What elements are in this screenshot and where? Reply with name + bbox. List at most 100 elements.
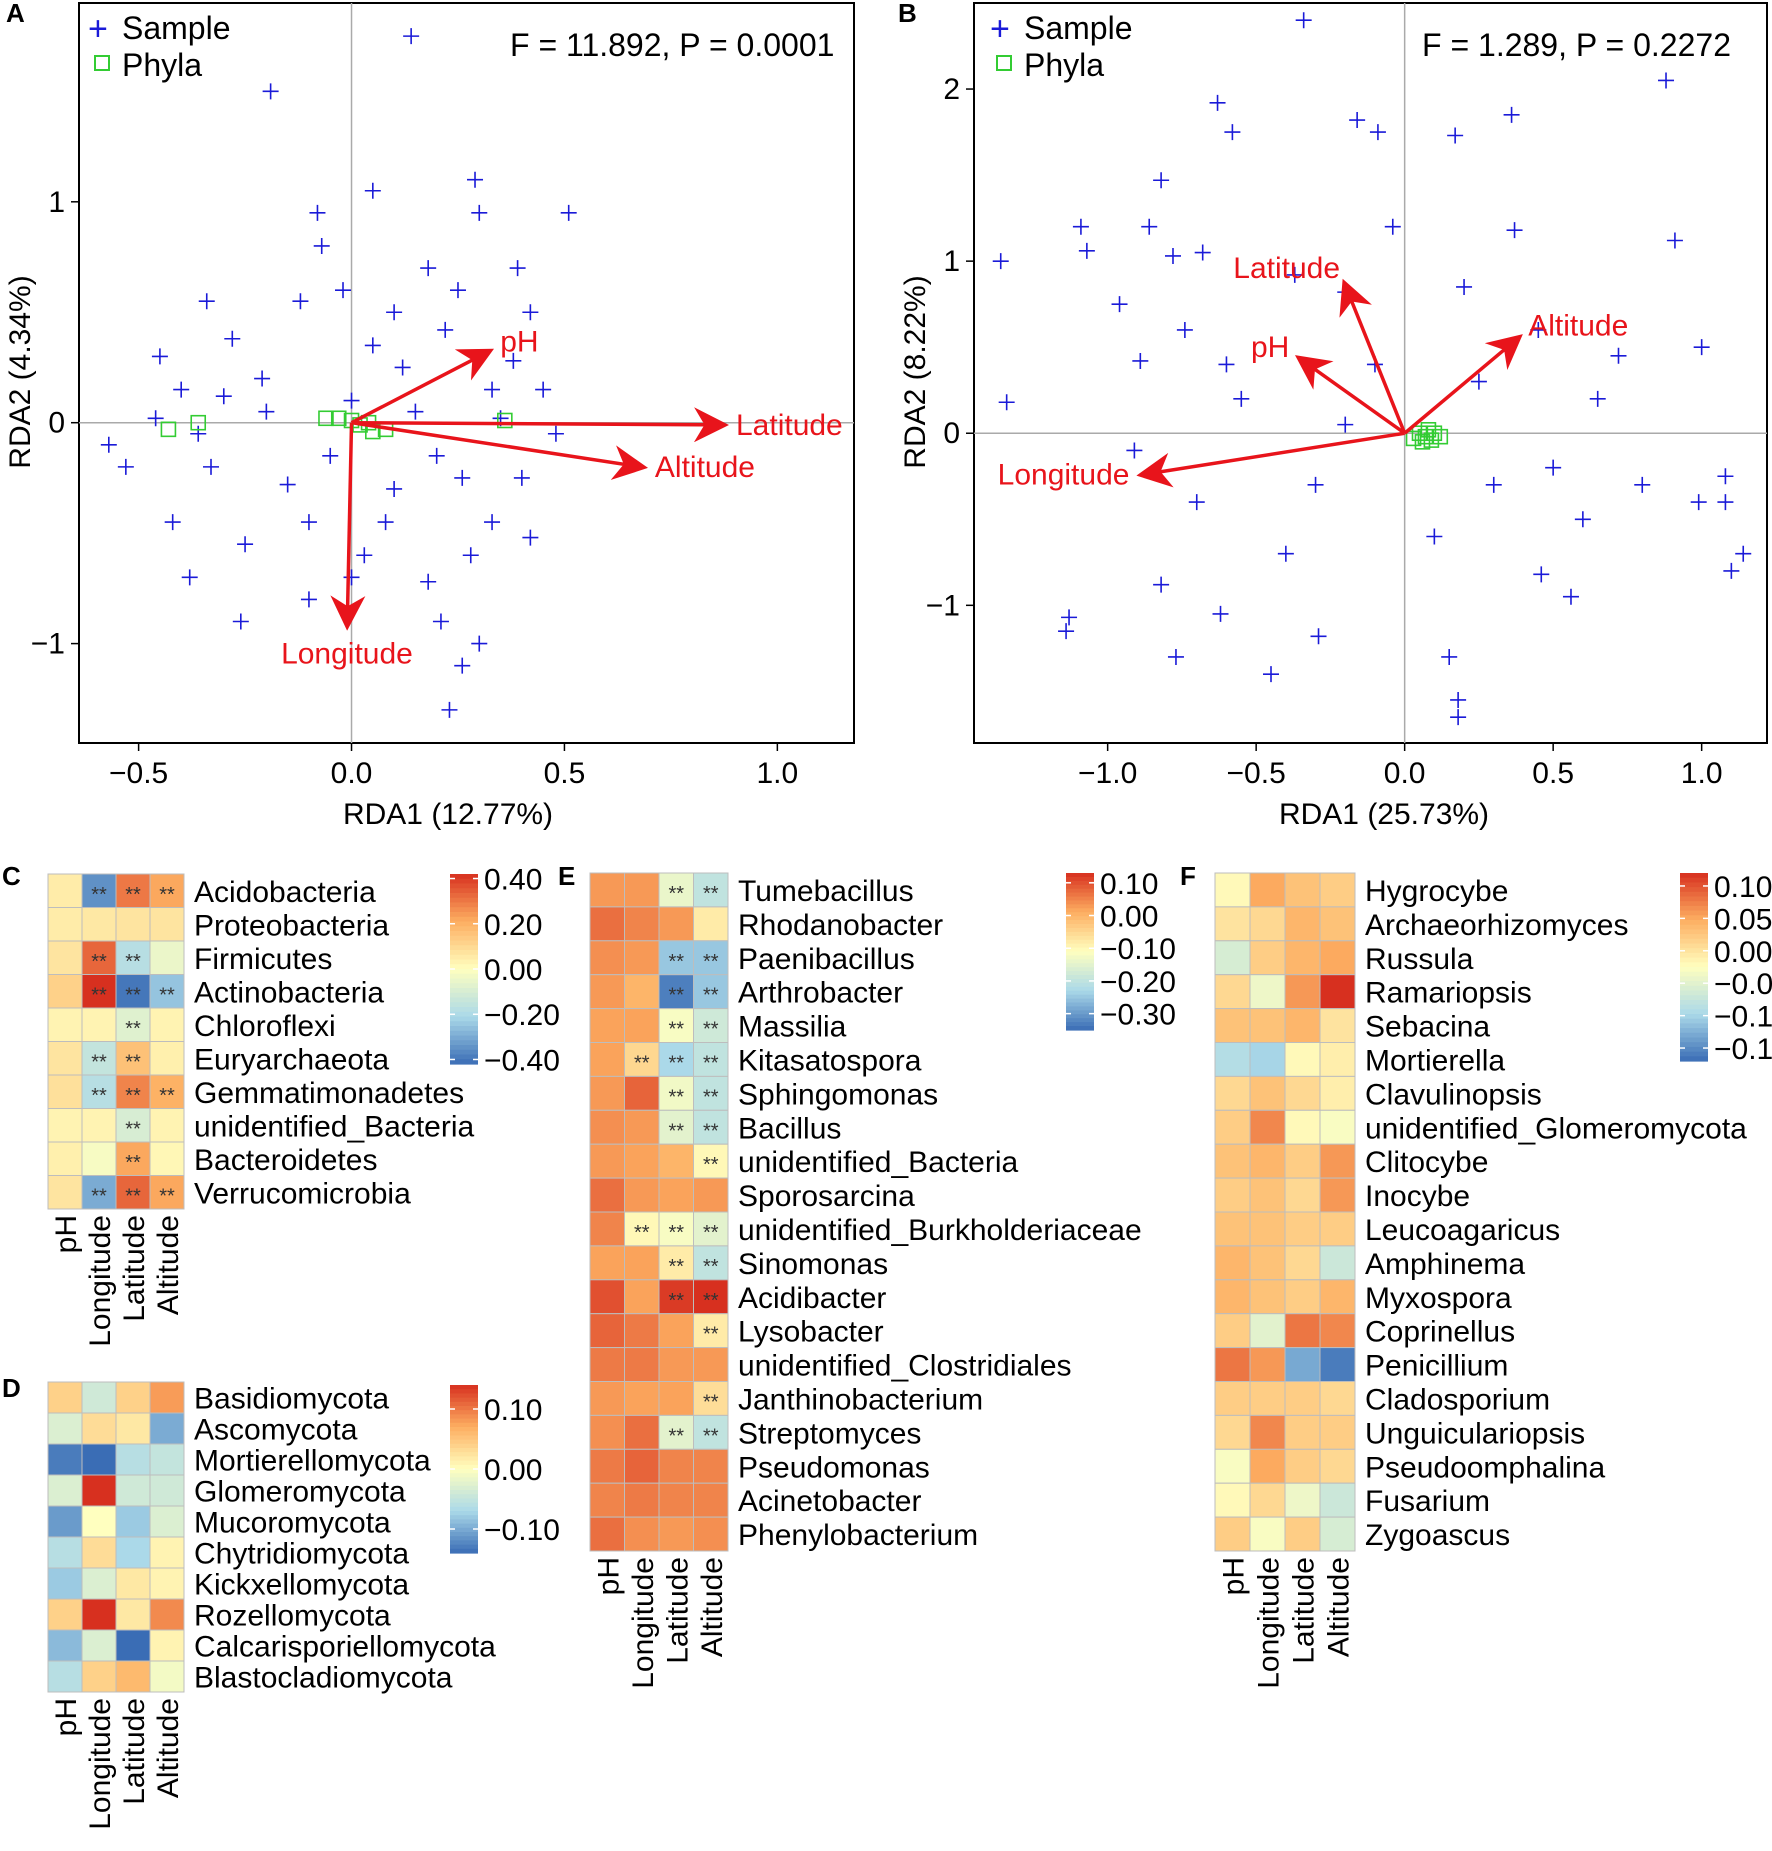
row-label: Janthinobacterium	[738, 1383, 983, 1416]
heatmap-cell	[1249, 940, 1286, 976]
column-labels-c: pH Longitude Latitude Altitude	[50, 1215, 185, 1347]
colorbar-segment	[450, 1389, 478, 1394]
heatmap-cell	[1284, 1381, 1321, 1416]
sample-point	[1078, 242, 1095, 259]
y-axis-ticks-a: −1 0 1	[31, 186, 79, 661]
heatmap-cell	[149, 940, 185, 975]
column-label: Altitude	[696, 1557, 729, 1657]
heatmap-cell	[589, 1279, 625, 1315]
sample-point	[505, 352, 522, 369]
colorbar-tick-label: 0.05	[1714, 903, 1772, 936]
env-arrows-a: pH Latitude Altitude Longitude	[281, 326, 843, 671]
sample-point	[420, 260, 437, 277]
sample-point	[1263, 666, 1279, 683]
significance-stars: **	[703, 1052, 719, 1074]
heatmap-cell	[115, 1598, 151, 1631]
colorbar-segment	[1680, 952, 1708, 959]
heatmap-cell	[1249, 1347, 1286, 1382]
sample-point	[262, 83, 279, 100]
sample-point	[471, 635, 488, 652]
colorbar-tick-label: 0.00	[484, 954, 542, 987]
env-arrows-b: Latitude pH Altitude Longitude	[998, 252, 1629, 491]
heatmap-cell	[1214, 1245, 1251, 1281]
heatmap-cell	[693, 1482, 729, 1518]
colorbar-segment	[1066, 927, 1094, 933]
heatmap-cell	[624, 1482, 660, 1518]
sample-point	[151, 348, 168, 365]
heatmap-cell	[1319, 1381, 1356, 1416]
heatmap-cell	[115, 1660, 151, 1693]
heatmap-cell	[624, 1516, 660, 1552]
sample-point	[300, 514, 317, 531]
column-label: pH	[50, 1215, 83, 1253]
heatmap-cell	[1284, 940, 1321, 976]
colorbar-segment	[1680, 985, 1708, 992]
heatmap-cell	[1284, 1279, 1321, 1315]
heatmap-cell	[1284, 1042, 1321, 1077]
heatmap-cell	[47, 1629, 83, 1662]
panel-letter-b: B	[898, 0, 917, 28]
column-labels-e: pH Longitude Latitude Altitude	[592, 1557, 729, 1689]
heatmap-cell	[624, 1008, 660, 1043]
colorbar-segment	[1066, 1010, 1094, 1015]
significance-stars: **	[125, 1118, 141, 1140]
colorbar-segment	[450, 1523, 478, 1529]
heatmap-cell	[81, 1141, 117, 1176]
sample-point	[1286, 266, 1303, 283]
heatmap-cell	[1214, 1516, 1251, 1552]
colorbar-segment	[1680, 1042, 1708, 1048]
significance-stars: **	[668, 1086, 684, 1108]
heatmap-cell	[81, 1007, 117, 1042]
colorbar-segment	[1066, 955, 1094, 960]
heatmap-cell	[81, 940, 117, 975]
sample-point	[1188, 494, 1205, 511]
colorbar-segment	[450, 1494, 478, 1499]
heatmap-cell	[693, 906, 729, 942]
heatmap-cell	[149, 1007, 185, 1042]
colorbar-segment	[1066, 951, 1094, 957]
heatmap-cell	[47, 1443, 83, 1476]
sample-point	[173, 381, 190, 398]
sample-point	[1506, 222, 1523, 239]
significance-stars: **	[125, 1085, 141, 1107]
heatmap-cell	[81, 1412, 117, 1445]
row-label: Calcarisporiellomycota	[194, 1631, 496, 1664]
row-label: Glomeromycota	[194, 1476, 406, 1509]
sample-point	[1194, 244, 1211, 261]
colorbar-segment	[450, 907, 478, 913]
significance-stars: **	[91, 884, 107, 906]
significance-stars: **	[703, 1425, 719, 1447]
heatmap-cell	[589, 872, 625, 908]
colorbar-segment	[450, 931, 478, 937]
heatmap-cell	[624, 1279, 660, 1315]
colorbar-segment	[450, 1401, 478, 1407]
heatmap-cell	[81, 1108, 117, 1143]
legend-phyla-label: Phyla	[122, 47, 202, 83]
sample-point	[1337, 416, 1354, 433]
colorbar-segment	[450, 1540, 478, 1546]
heatmap-cell	[1249, 872, 1286, 908]
colorbar-segment	[450, 1427, 478, 1432]
heatmap-cell	[115, 940, 151, 975]
column-label: Altitude	[152, 1215, 185, 1315]
heatmap-cell	[658, 1313, 694, 1349]
colorbar-segment	[450, 878, 478, 885]
heatmap-cell	[1284, 1008, 1321, 1043]
sample-point	[386, 480, 403, 497]
colorbar-segment	[1680, 1037, 1708, 1043]
sample-point	[1164, 247, 1181, 264]
sample-point	[1295, 12, 1312, 29]
sample-point	[1450, 691, 1467, 708]
heatmap-cell	[1249, 1042, 1286, 1077]
colorbar-segment	[1066, 908, 1094, 913]
colorbar-segment	[450, 988, 478, 994]
heatmap-cell	[1319, 1109, 1356, 1145]
heatmap-cell	[693, 1042, 729, 1077]
colorbar-segment	[450, 1418, 478, 1424]
row-label: Verrucomicrobia	[194, 1177, 411, 1210]
colorbar-segment	[1680, 1014, 1708, 1020]
arrow-altitude	[351, 420, 649, 480]
heatmap-cell	[47, 1007, 83, 1042]
row-label: Phenylobacterium	[738, 1519, 978, 1552]
significance-stars: **	[703, 1391, 719, 1413]
